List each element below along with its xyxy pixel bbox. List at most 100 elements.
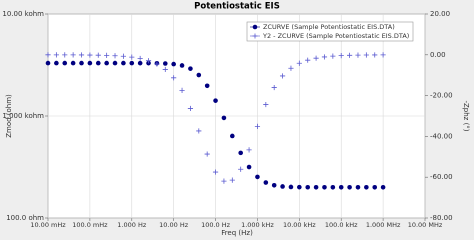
y2-tick-label: -80.00: [430, 214, 453, 222]
data-point: [313, 184, 319, 190]
data-point: [137, 55, 143, 62]
data-point: [87, 52, 93, 58]
data-point: [112, 53, 118, 59]
data-point: [305, 184, 311, 190]
data-point: [212, 169, 219, 175]
data-point: [238, 166, 244, 172]
data-point: [120, 53, 127, 59]
data-point: [53, 52, 59, 58]
data-point: [230, 133, 235, 139]
data-point: [196, 128, 202, 134]
data-point: [296, 60, 302, 66]
data-point: [121, 60, 126, 66]
data-point: [280, 184, 285, 189]
data-point: [313, 55, 319, 61]
x-axis-label: Freq (Hz): [221, 229, 253, 237]
legend-marker: [252, 33, 258, 39]
data-point: [162, 61, 168, 66]
legend-label: ZCURVE (Sample Potentiostatic EIS.DTA): [263, 23, 395, 31]
legend-box: [246, 21, 414, 42]
data-point: [45, 52, 51, 58]
x-tick-label: 1.000 Hz: [117, 221, 147, 229]
x-tick-label: 1.000 MHz: [366, 221, 401, 229]
x-tick-label: 100.0 kHz: [325, 221, 358, 229]
data-point: [297, 184, 302, 190]
data-point: [355, 184, 361, 190]
data-point: [338, 184, 344, 190]
data-point: [288, 184, 294, 190]
data-point: [104, 52, 110, 58]
data-point: [104, 60, 109, 66]
x-tick-label: 1.000 kHz: [241, 221, 274, 229]
x-tick-label: 10.00 mHz: [30, 221, 66, 229]
data-point: [95, 60, 101, 66]
data-point: [145, 58, 152, 64]
data-point: [347, 184, 352, 190]
y2-tick-label: 0.00: [430, 51, 446, 59]
y2-tick-label: 20.00: [430, 10, 450, 18]
legend-marker: [252, 24, 258, 30]
y-axis-label: Zmod (ohm): [5, 94, 13, 138]
data-point: [229, 177, 235, 183]
data-point: [137, 60, 143, 66]
data-point: [70, 52, 76, 58]
data-point: [330, 184, 336, 190]
data-point: [171, 61, 176, 67]
data-point: [162, 66, 168, 73]
x-tick-label: 10.00 MHz: [408, 221, 443, 229]
data-point: [380, 184, 386, 190]
data-point: [363, 52, 369, 58]
data-point: [347, 52, 353, 58]
data-point: [129, 54, 135, 60]
y2-tick-label: -20.00: [430, 92, 453, 100]
data-point: [255, 174, 260, 180]
data-point: [78, 52, 85, 58]
x-tick-label: 10.00 Hz: [159, 221, 189, 229]
data-point: [95, 52, 101, 58]
x-tick-label: 10.00 kHz: [283, 221, 316, 229]
data-point: [204, 151, 210, 157]
data-point: [271, 84, 277, 91]
data-point: [188, 66, 193, 71]
data-point: [204, 83, 210, 89]
y2-tick-label: -40.00: [430, 132, 453, 140]
y-tick-label: 10.00 kohm: [2, 10, 44, 18]
data-point: [263, 101, 269, 108]
data-point: [322, 184, 327, 190]
data-point: [45, 60, 51, 66]
data-point: [62, 60, 68, 66]
data-point: [246, 164, 252, 170]
data-point: [196, 72, 202, 78]
data-point: [254, 123, 261, 129]
data-point: [54, 60, 59, 66]
data-point: [263, 180, 269, 185]
data-point: [380, 52, 386, 58]
data-point: [221, 115, 227, 121]
data-point: [129, 60, 135, 66]
data-point: [279, 73, 286, 79]
x-tick-label: 100.0 Hz: [201, 221, 231, 229]
data-point: [271, 182, 277, 188]
data-point: [221, 178, 227, 184]
data-point: [154, 61, 160, 67]
chart-title: Potentiostatic EIS: [194, 2, 280, 12]
data-point: [288, 65, 294, 71]
data-point: [70, 60, 76, 66]
data-point: [355, 52, 361, 58]
data-point: [171, 75, 177, 81]
x-tick-label: 100.0 mHz: [72, 221, 108, 229]
data-point: [213, 98, 218, 103]
y-tick-label: 100.0 ohm: [6, 214, 44, 222]
y-tick-label: 1.000 kohm: [2, 112, 44, 120]
data-point: [305, 57, 311, 63]
data-point: [338, 53, 344, 59]
data-point: [372, 184, 378, 190]
y2-tick-label: -60.00: [430, 173, 453, 181]
data-point: [87, 60, 93, 66]
data-point: [179, 87, 185, 93]
data-point: [238, 150, 243, 156]
data-point: [321, 54, 328, 60]
data-point: [187, 105, 194, 112]
